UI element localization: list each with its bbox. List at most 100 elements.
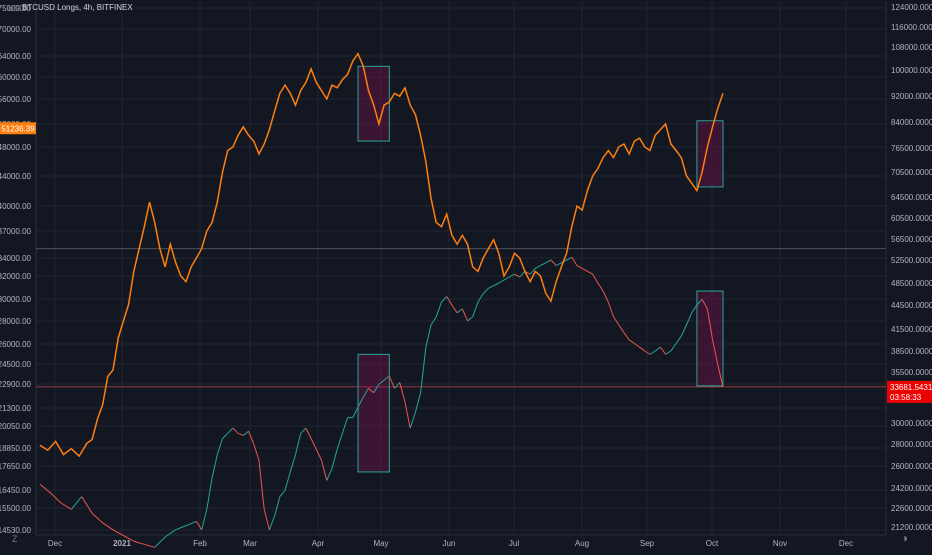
right-axis-tick-label: 52500.0000 bbox=[891, 256, 932, 265]
right-axis-tick-label: 41500.0000 bbox=[891, 325, 932, 334]
longs-series-segment bbox=[665, 350, 672, 355]
longs-series-segment bbox=[91, 512, 103, 524]
right-axis-tick-label: 21200.0000 bbox=[891, 523, 932, 532]
longs-series-segment bbox=[222, 432, 229, 439]
longs-series-segment bbox=[237, 432, 244, 436]
longs-series-segment bbox=[571, 257, 578, 266]
left-axis-tick-label: 37000.00 bbox=[0, 227, 32, 236]
longs-series-segment bbox=[696, 298, 703, 306]
right-current-value-label: 33681.5431 bbox=[890, 383, 932, 392]
longs-series-segment bbox=[154, 536, 166, 548]
btcusd-series-line bbox=[39, 52, 724, 458]
longs-series-segment bbox=[274, 496, 281, 517]
right-current-value-tag bbox=[887, 380, 932, 403]
x-axis-tick-label: Nov bbox=[773, 539, 787, 548]
longs-series-segment bbox=[399, 382, 406, 403]
longs-series-segment bbox=[357, 396, 364, 408]
longs-series-segment bbox=[232, 427, 239, 434]
right-axis-tick-label: 124000.0000 bbox=[891, 3, 932, 12]
left-axis-tick-label: 18850.00 bbox=[0, 444, 32, 453]
longs-series-segment bbox=[493, 282, 500, 287]
x-axis-tick-label: Dec bbox=[839, 539, 853, 548]
left-axis-currency-label: USD bbox=[8, 4, 25, 13]
left-axis-tick-label: 21300.00 bbox=[0, 404, 32, 413]
x-axis-tick-label: Mar bbox=[243, 539, 257, 548]
longs-series-segment bbox=[305, 427, 312, 439]
right-axis-tick-label: 60500.0000 bbox=[891, 214, 932, 223]
longs-series-segment bbox=[472, 301, 479, 317]
right-axis-tick-label: 35500.0000 bbox=[891, 368, 932, 377]
longs-series-segment bbox=[185, 520, 197, 527]
right-axis-tick-label: 48500.0000 bbox=[891, 279, 932, 288]
left-axis-tick-label: 28000.00 bbox=[0, 317, 32, 326]
left-axis-currency: USD bbox=[8, 4, 25, 13]
longs-series-segment bbox=[81, 496, 93, 514]
x-axis-tick-label: Jul bbox=[509, 539, 519, 548]
longs-series-segment bbox=[268, 515, 276, 530]
left-axis-tick-label: 14530.00 bbox=[0, 526, 32, 535]
longs-series-segment bbox=[70, 496, 83, 510]
left-axis-tick-label: 70000.00 bbox=[0, 25, 32, 34]
longs-series-segment bbox=[206, 477, 213, 510]
longs-series-segment bbox=[133, 540, 145, 545]
longs-series-segment bbox=[508, 273, 515, 278]
highlight-box bbox=[357, 353, 390, 473]
longs-series-segment bbox=[477, 293, 484, 303]
right-axis-tick-label: 44500.0000 bbox=[891, 301, 932, 310]
x-axis-tick-label: May bbox=[373, 539, 388, 548]
longs-series-segment bbox=[644, 350, 651, 355]
longs-series-segment bbox=[623, 332, 630, 341]
longs-series-segment bbox=[717, 364, 724, 388]
left-current-value-tag bbox=[0, 122, 36, 135]
longs-series-segment bbox=[482, 287, 489, 295]
right-axis-tick-label: 28000.0000 bbox=[891, 440, 932, 449]
zoom-icon[interactable]: Z bbox=[12, 534, 18, 544]
longs-series-segment bbox=[634, 343, 640, 348]
x-axis-tick-label: 2021 bbox=[113, 539, 131, 548]
longs-series-segment bbox=[602, 290, 609, 303]
longs-series-segment bbox=[446, 296, 453, 306]
longs-series-segment bbox=[654, 346, 661, 352]
longs-series-segment bbox=[258, 460, 265, 510]
longs-series-segment bbox=[592, 273, 599, 284]
longs-series-segment bbox=[352, 406, 359, 418]
longs-series-segment bbox=[441, 296, 448, 303]
longs-series-segment bbox=[404, 401, 411, 429]
longs-series-segment bbox=[701, 299, 708, 310]
longs-series-segment bbox=[378, 379, 385, 385]
left-axis-tick-label: 24500.00 bbox=[0, 360, 32, 369]
right-axis-tick-label: 56500.0000 bbox=[891, 235, 932, 244]
longs-series-segment bbox=[102, 522, 114, 531]
longs-series-segment bbox=[373, 383, 380, 393]
right-axis-tick-label: 24200.0000 bbox=[891, 484, 932, 493]
longs-series-segment bbox=[331, 449, 338, 469]
longs-series-segment bbox=[175, 525, 187, 531]
longs-series-segment bbox=[321, 460, 328, 481]
longs-series-segment bbox=[394, 382, 401, 389]
longs-series-segment bbox=[706, 308, 714, 340]
left-axis-tick-label: 30000.00 bbox=[0, 295, 32, 304]
longs-series-segment bbox=[529, 268, 536, 275]
x-axis-tick-label: Aug bbox=[575, 539, 589, 548]
right-axis-tick-label: 116000.0000 bbox=[891, 23, 932, 32]
longs-series-segment bbox=[383, 375, 390, 381]
right-axis-tick-label: 30000.0000 bbox=[891, 419, 932, 428]
left-axis-tick-label: 26000.00 bbox=[0, 340, 32, 349]
longs-series-segment bbox=[300, 427, 307, 434]
longs-series-segment bbox=[368, 388, 374, 394]
left-axis-tick-label: 60000.00 bbox=[0, 73, 32, 82]
longs-series-segment bbox=[613, 316, 620, 326]
longs-series-segment bbox=[576, 265, 583, 269]
longs-series-segment bbox=[607, 301, 614, 317]
right-axis-tick-label: 38500.0000 bbox=[891, 347, 932, 356]
longs-series-segment bbox=[456, 308, 463, 314]
longs-series-segment bbox=[248, 431, 255, 445]
chart-title: BTCUSD Longs, 4h, BITFINEX bbox=[22, 3, 133, 12]
x-axis-tick-label: Oct bbox=[706, 539, 719, 548]
longs-series-segment bbox=[670, 343, 677, 352]
left-axis-tick-label: 75000.00 bbox=[0, 4, 32, 13]
x-axis-tick-label: Apr bbox=[312, 539, 325, 548]
